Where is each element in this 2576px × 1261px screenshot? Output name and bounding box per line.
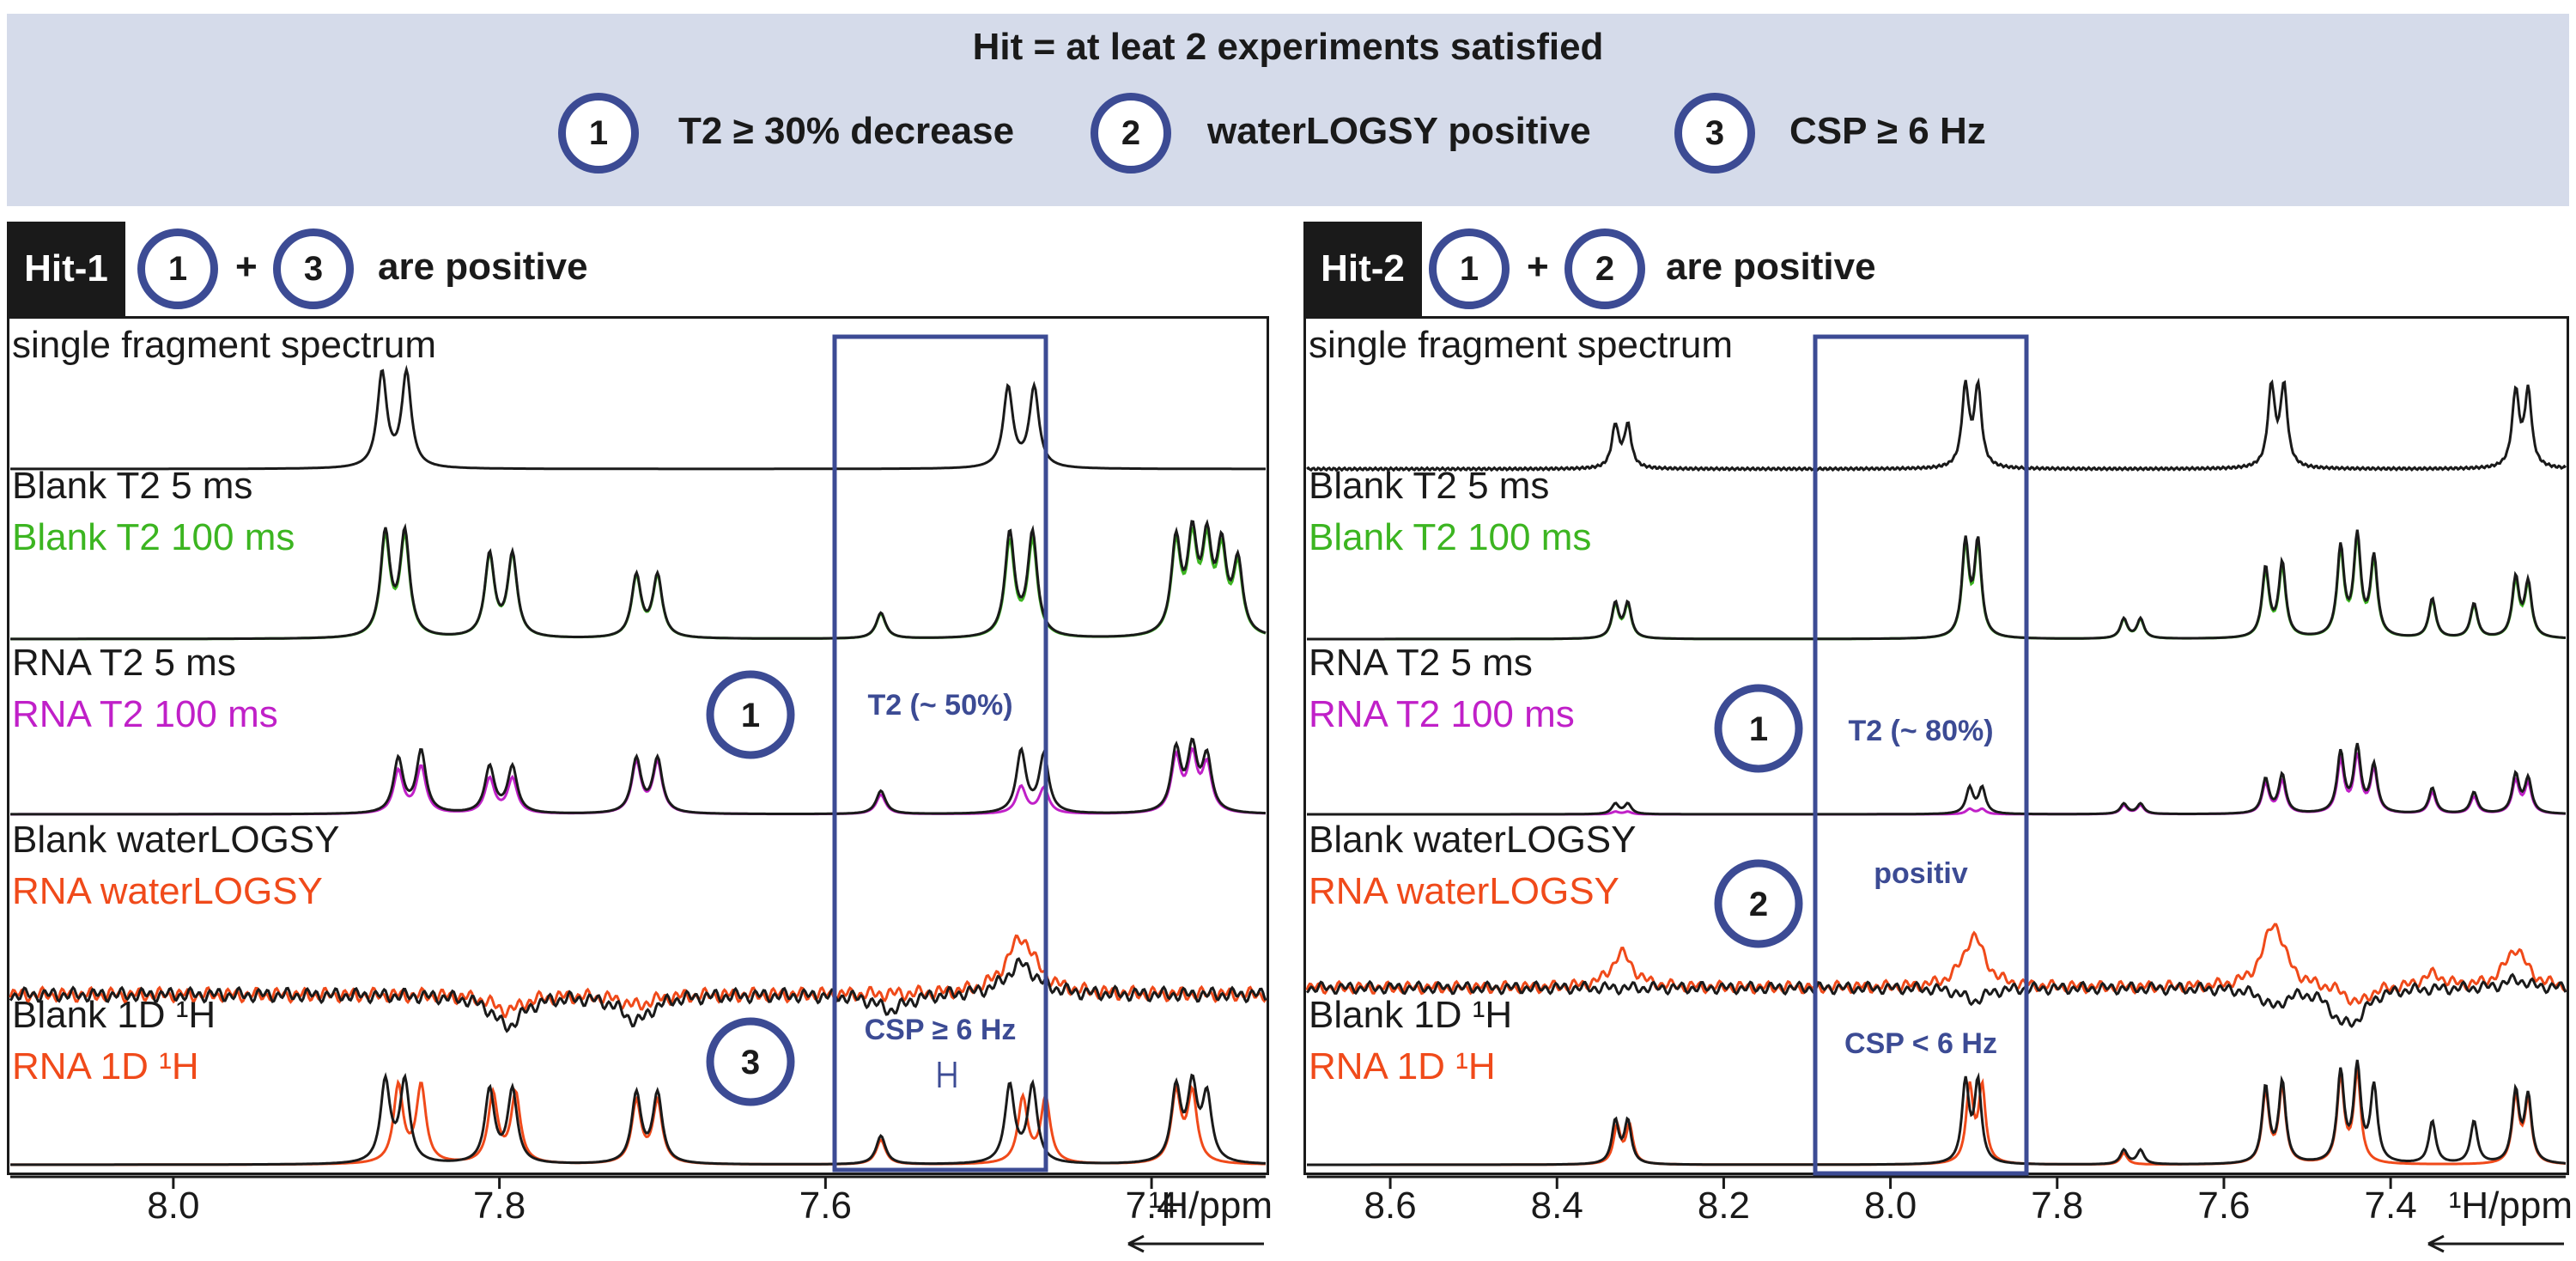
hit2-series-6 — [1305, 972, 2567, 1028]
hit1-csp-marker — [938, 1062, 957, 1087]
hit2-annotation-circle-logsy-number: 2 — [1749, 886, 1768, 923]
hit2-annotation-logsy: positiv — [1874, 857, 1968, 890]
hit2-row1-label1: single fragment spectrum — [1309, 324, 1733, 366]
criteria-banner: Hit = at leat 2 experiments satisfied 1 … — [7, 14, 2569, 206]
hit2-annotation-circle-t2 — [1714, 684, 1803, 773]
hit1-tick-label-4: 7.4 — [1126, 1185, 1178, 1227]
criterion-3-circle: 3 — [1674, 93, 1755, 174]
hit2-tick-label-2: 8.4 — [1531, 1185, 1583, 1227]
criterion-2-label: waterLOGSY positive — [1207, 110, 1591, 152]
hit2-suffix: are positive — [1666, 246, 1876, 288]
hit1-annotation-circle-csp — [706, 1017, 795, 1106]
hit2-tick-label-3: 8.2 — [1698, 1185, 1750, 1227]
hit2-series-2 — [1307, 529, 2566, 641]
hit1-annotation-circle-t2 — [706, 670, 795, 759]
hit2-tick-label-1: 8.6 — [1364, 1185, 1417, 1227]
hit1-axis-label: ¹H/ppm — [1149, 1185, 1273, 1227]
hit2-direction-arrow — [2427, 1234, 2564, 1253]
hit1-annotation-csp: CSP ≥ 6 Hz — [865, 1014, 1017, 1046]
hit2-tick-label-4: 8.0 — [1864, 1185, 1917, 1227]
hit1-highlight-box — [832, 334, 1048, 1173]
hit2-series-1 — [1306, 377, 2567, 472]
hit1-label: Hit-1 — [7, 222, 125, 316]
hit2-label: Hit-2 — [1303, 222, 1422, 316]
hit2-circle-a: 1 — [1429, 228, 1510, 309]
hit1-series-1 — [10, 364, 1266, 471]
criterion-1-circle: 1 — [558, 93, 639, 174]
hit2-circle-b: 2 — [1564, 228, 1645, 309]
hit1-tick-label-1: 8.0 — [147, 1185, 199, 1227]
hit2-axis-label: ¹H/ppm — [2449, 1185, 2573, 1227]
hit1-spectra: single fragment spectrum Blank T2 5 ms Bla… — [9, 324, 1273, 1253]
hit1-series-6 — [9, 957, 1267, 1033]
hit2-highlight-box — [1813, 334, 2029, 1176]
hit1-row1-label1: single fragment spectrum — [12, 324, 436, 366]
hit2-row4-label2: RNA waterLOGSY — [1309, 870, 1619, 912]
hit1-annotation-circle-t2-number: 1 — [741, 697, 760, 734]
hit2-row5-label2: RNA 1D ¹H — [1309, 1045, 1496, 1087]
hit2-series-7 — [1305, 923, 2567, 1007]
hit1-row2-label1: Blank T2 5 ms — [12, 465, 252, 507]
hit2-annotation-circle-logsy — [1714, 859, 1803, 948]
hit1-series-8 — [10, 1071, 1267, 1167]
hit1-circle-b: 3 — [273, 228, 354, 309]
hit2-spectra: single fragment spectrum Blank T2 5 ms Bla… — [1305, 324, 2573, 1253]
hit1-row5-label2: RNA 1D ¹H — [12, 1045, 199, 1087]
hit2-annotation-csp: CSP < 6 Hz — [1844, 1027, 1997, 1060]
hit1-row5-label1: Blank 1D ¹H — [12, 994, 216, 1036]
hit1-tick-label-3: 7.6 — [799, 1185, 852, 1227]
hit1-row4-label1: Blank waterLOGSY — [12, 819, 340, 861]
hit1-row2-label2: Blank T2 100 ms — [12, 516, 295, 558]
hit2-plus: + — [1527, 246, 1549, 288]
hit1-row3-label1: RNA T2 5 ms — [12, 642, 236, 684]
criterion-2-circle: 2 — [1091, 93, 1171, 174]
hit1-annotation-circle-csp-number: 3 — [741, 1044, 760, 1081]
hit2-tick-label-7: 7.4 — [2365, 1185, 2417, 1227]
hit2-series-4 — [1307, 742, 2566, 816]
hit2-row5-label1: Blank 1D ¹H — [1309, 994, 1512, 1036]
hit1-series-4 — [10, 737, 1267, 816]
hit1-panel-frame — [7, 316, 1269, 1175]
hit2-row4-label1: Blank waterLOGSY — [1309, 819, 1637, 861]
hit1-circle-a: 1 — [137, 228, 218, 309]
banner-title: Hit = at leat 2 experiments satisfied — [972, 26, 1604, 68]
hit1-suffix: are positive — [378, 246, 588, 288]
hit2-series-8 — [1307, 1059, 2567, 1167]
hit2-tick-label-5: 7.8 — [2031, 1185, 2083, 1227]
hit2-row2-label2: Blank T2 100 ms — [1309, 516, 1591, 558]
hit2-tick-label-6: 7.6 — [2197, 1185, 2250, 1227]
hit1-tick-label-2: 7.8 — [473, 1185, 526, 1227]
hit1-row4-label2: RNA waterLOGSY — [12, 870, 323, 912]
criterion-1-label: T2 ≥ 30% decrease — [678, 110, 1015, 152]
hit1-row3-label2: RNA T2 100 ms — [12, 693, 278, 735]
hit1-direction-arrow — [1127, 1234, 1264, 1253]
hit1-annotation-t2: T2 (~ 50%) — [867, 689, 1012, 722]
hit2-annotation-t2: T2 (~ 80%) — [1848, 715, 1993, 747]
hit1-series-2 — [10, 518, 1267, 641]
hit2-row2-label1: Blank T2 5 ms — [1309, 465, 1549, 507]
hit2-row3-label1: RNA T2 5 ms — [1309, 642, 1533, 684]
hit1-series-7 — [9, 934, 1267, 1019]
hit2-annotation-circle-t2-number: 1 — [1749, 710, 1768, 748]
hit2-row3-label2: RNA T2 100 ms — [1309, 693, 1575, 735]
hit1-plus: + — [235, 246, 258, 288]
criterion-3-label: CSP ≥ 6 Hz — [1789, 110, 1986, 152]
